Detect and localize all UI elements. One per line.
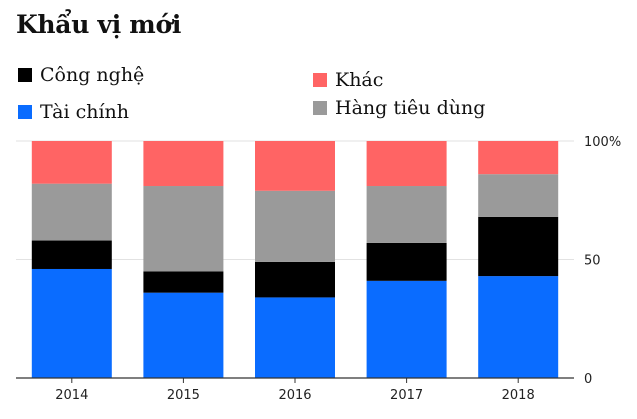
y-tick-label-0: 0	[584, 372, 592, 387]
bar-2016-khác	[255, 141, 335, 191]
bar-2016-hàng-tiêu-dùng	[255, 190, 335, 262]
bar-2015-công-nghệ	[143, 271, 224, 293]
legend-swatch-other	[313, 73, 327, 87]
bar-2018-hàng-tiêu-dùng	[478, 174, 559, 217]
bar-2016-tài-chính	[255, 297, 335, 378]
legend-item-other: Khác	[313, 69, 383, 91]
bar-2017-khác	[366, 141, 447, 187]
legend-item-finance: Tài chính	[18, 101, 129, 123]
bar-2014-tài-chính	[31, 268, 112, 378]
legend-label-consumer: Hàng tiêu dùng	[335, 97, 486, 119]
legend-item-technology: Công nghệ	[18, 64, 144, 86]
bar-2017-tài-chính	[366, 280, 447, 378]
bar-2018-công-nghệ	[478, 216, 559, 277]
bar-2015-tài-chính	[143, 292, 224, 378]
legend-swatch-consumer	[313, 101, 327, 115]
bar-2014-công-nghệ	[31, 240, 112, 269]
x-tick-label-2018: 2018	[502, 388, 535, 403]
y-tick-label-100: 100%	[584, 135, 621, 150]
y-tick-label-50: 50	[584, 254, 601, 269]
bar-2015-hàng-tiêu-dùng	[143, 186, 224, 272]
bar-2014-khác	[31, 141, 112, 184]
legend-item-consumer: Hàng tiêu dùng	[313, 97, 485, 119]
bar-2017-hàng-tiêu-dùng	[366, 186, 447, 243]
bar-2018-khác	[478, 141, 559, 175]
bar-2014-hàng-tiêu-dùng	[31, 183, 112, 241]
x-tick-label-2015: 2015	[167, 388, 200, 403]
bar-2018-tài-chính	[478, 276, 559, 378]
legend-label-finance: Tài chính	[40, 101, 129, 123]
legend-label-other: Khác	[335, 69, 384, 91]
legend-label-technology: Công nghệ	[40, 64, 145, 86]
x-tick-label-2017: 2017	[390, 388, 423, 403]
bar-2017-công-nghệ	[366, 242, 447, 281]
bar-2016-công-nghệ	[255, 261, 335, 298]
legend-swatch-finance	[18, 105, 32, 119]
chart-title: Khẩu vị mới	[16, 10, 182, 39]
x-tick-label-2016: 2016	[278, 388, 311, 403]
legend-swatch-technology	[18, 68, 32, 82]
x-tick-label-2014: 2014	[55, 388, 88, 403]
bar-2015-khác	[143, 141, 224, 187]
